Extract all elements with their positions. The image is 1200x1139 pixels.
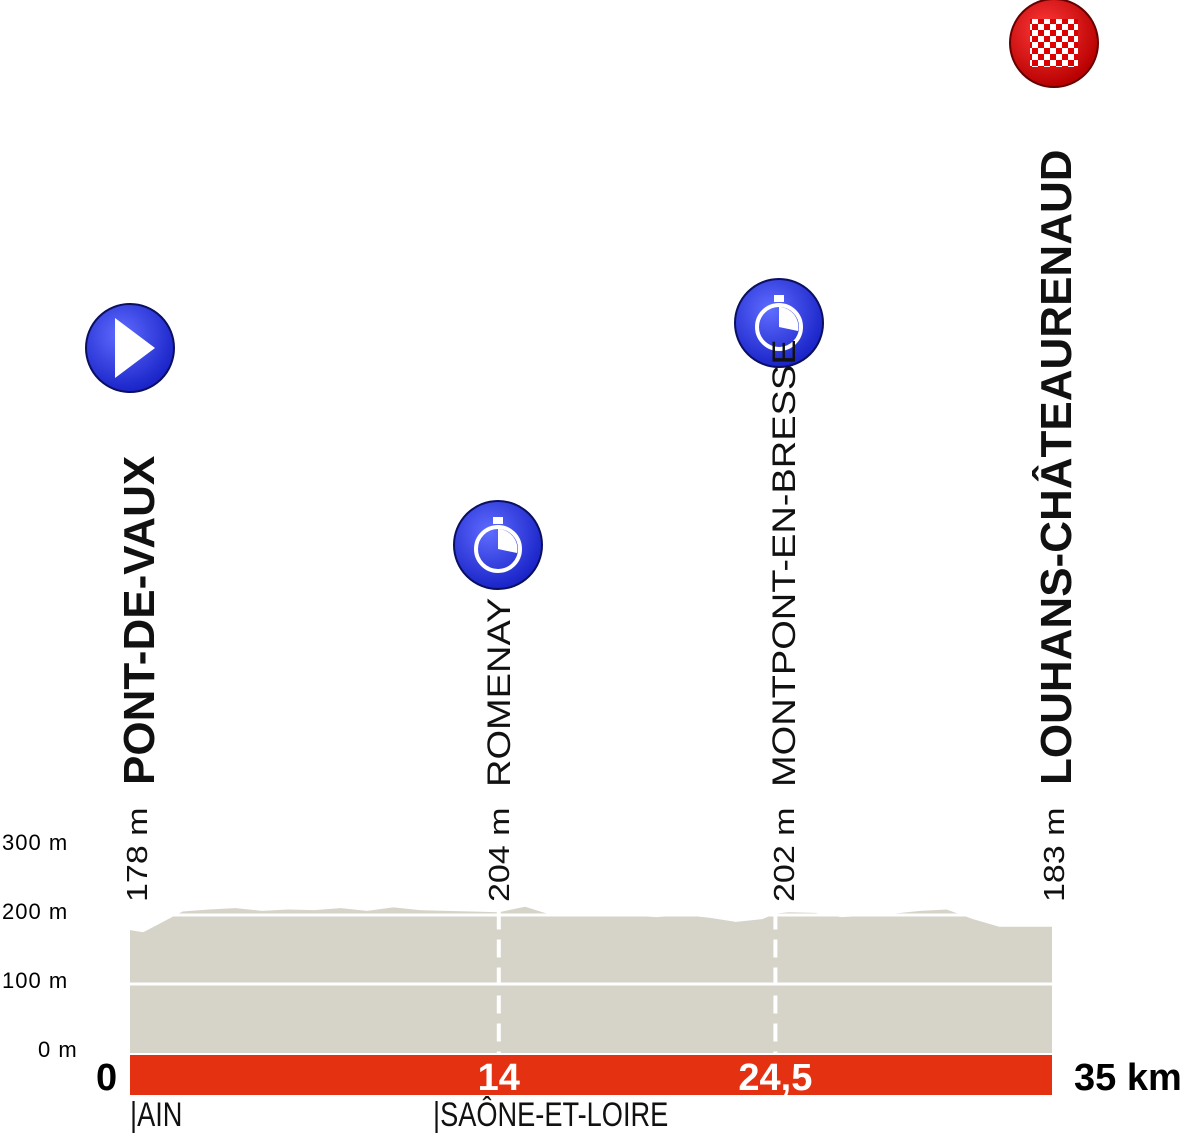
stopwatch-crown xyxy=(493,517,503,524)
km-label: 24,5 xyxy=(738,1057,812,1099)
y-tick-label: 100 m xyxy=(2,968,69,993)
km-label: 35 km xyxy=(1074,1057,1182,1099)
y-tick-label: 300 m xyxy=(2,830,69,855)
km-label: 14 xyxy=(478,1057,520,1099)
km-label: 0 xyxy=(96,1057,117,1099)
place-altitude: 202 m xyxy=(768,807,801,903)
place-altitude: 183 m xyxy=(1038,807,1071,903)
checkered-flag xyxy=(1030,19,1078,67)
play-triangle xyxy=(115,318,155,378)
place-name: ROMENAY xyxy=(482,597,518,787)
stopwatch-crown xyxy=(774,295,784,302)
start-play-icon xyxy=(85,303,175,393)
stopwatch-icon xyxy=(453,500,543,590)
stopwatch-hand xyxy=(498,529,518,553)
distance-bar xyxy=(130,1055,1052,1095)
stopwatch-dial xyxy=(755,303,803,351)
stopwatch-dial xyxy=(474,525,522,573)
place-altitude: 178 m xyxy=(121,807,154,903)
place-name: MONTPONT-EN-BRESSE xyxy=(767,339,803,787)
department-label: |AIN xyxy=(130,1096,183,1134)
stopwatch-hand xyxy=(779,307,799,331)
place-altitude: 204 m xyxy=(483,807,516,903)
stopwatch-icon xyxy=(734,278,824,368)
department-label: |SAÔNE-ET-LOIRE xyxy=(432,1096,669,1134)
place-name: PONT-DE-VAUX xyxy=(115,455,164,785)
y-tick-label: 200 m xyxy=(2,899,69,924)
place-name: LOUHANS-CHÂTEAURENAUD xyxy=(1032,149,1081,785)
y-tick-label: 0 m xyxy=(38,1037,78,1062)
finish-checkered-flag-icon xyxy=(1009,0,1099,88)
elevation-area xyxy=(130,906,1052,1053)
